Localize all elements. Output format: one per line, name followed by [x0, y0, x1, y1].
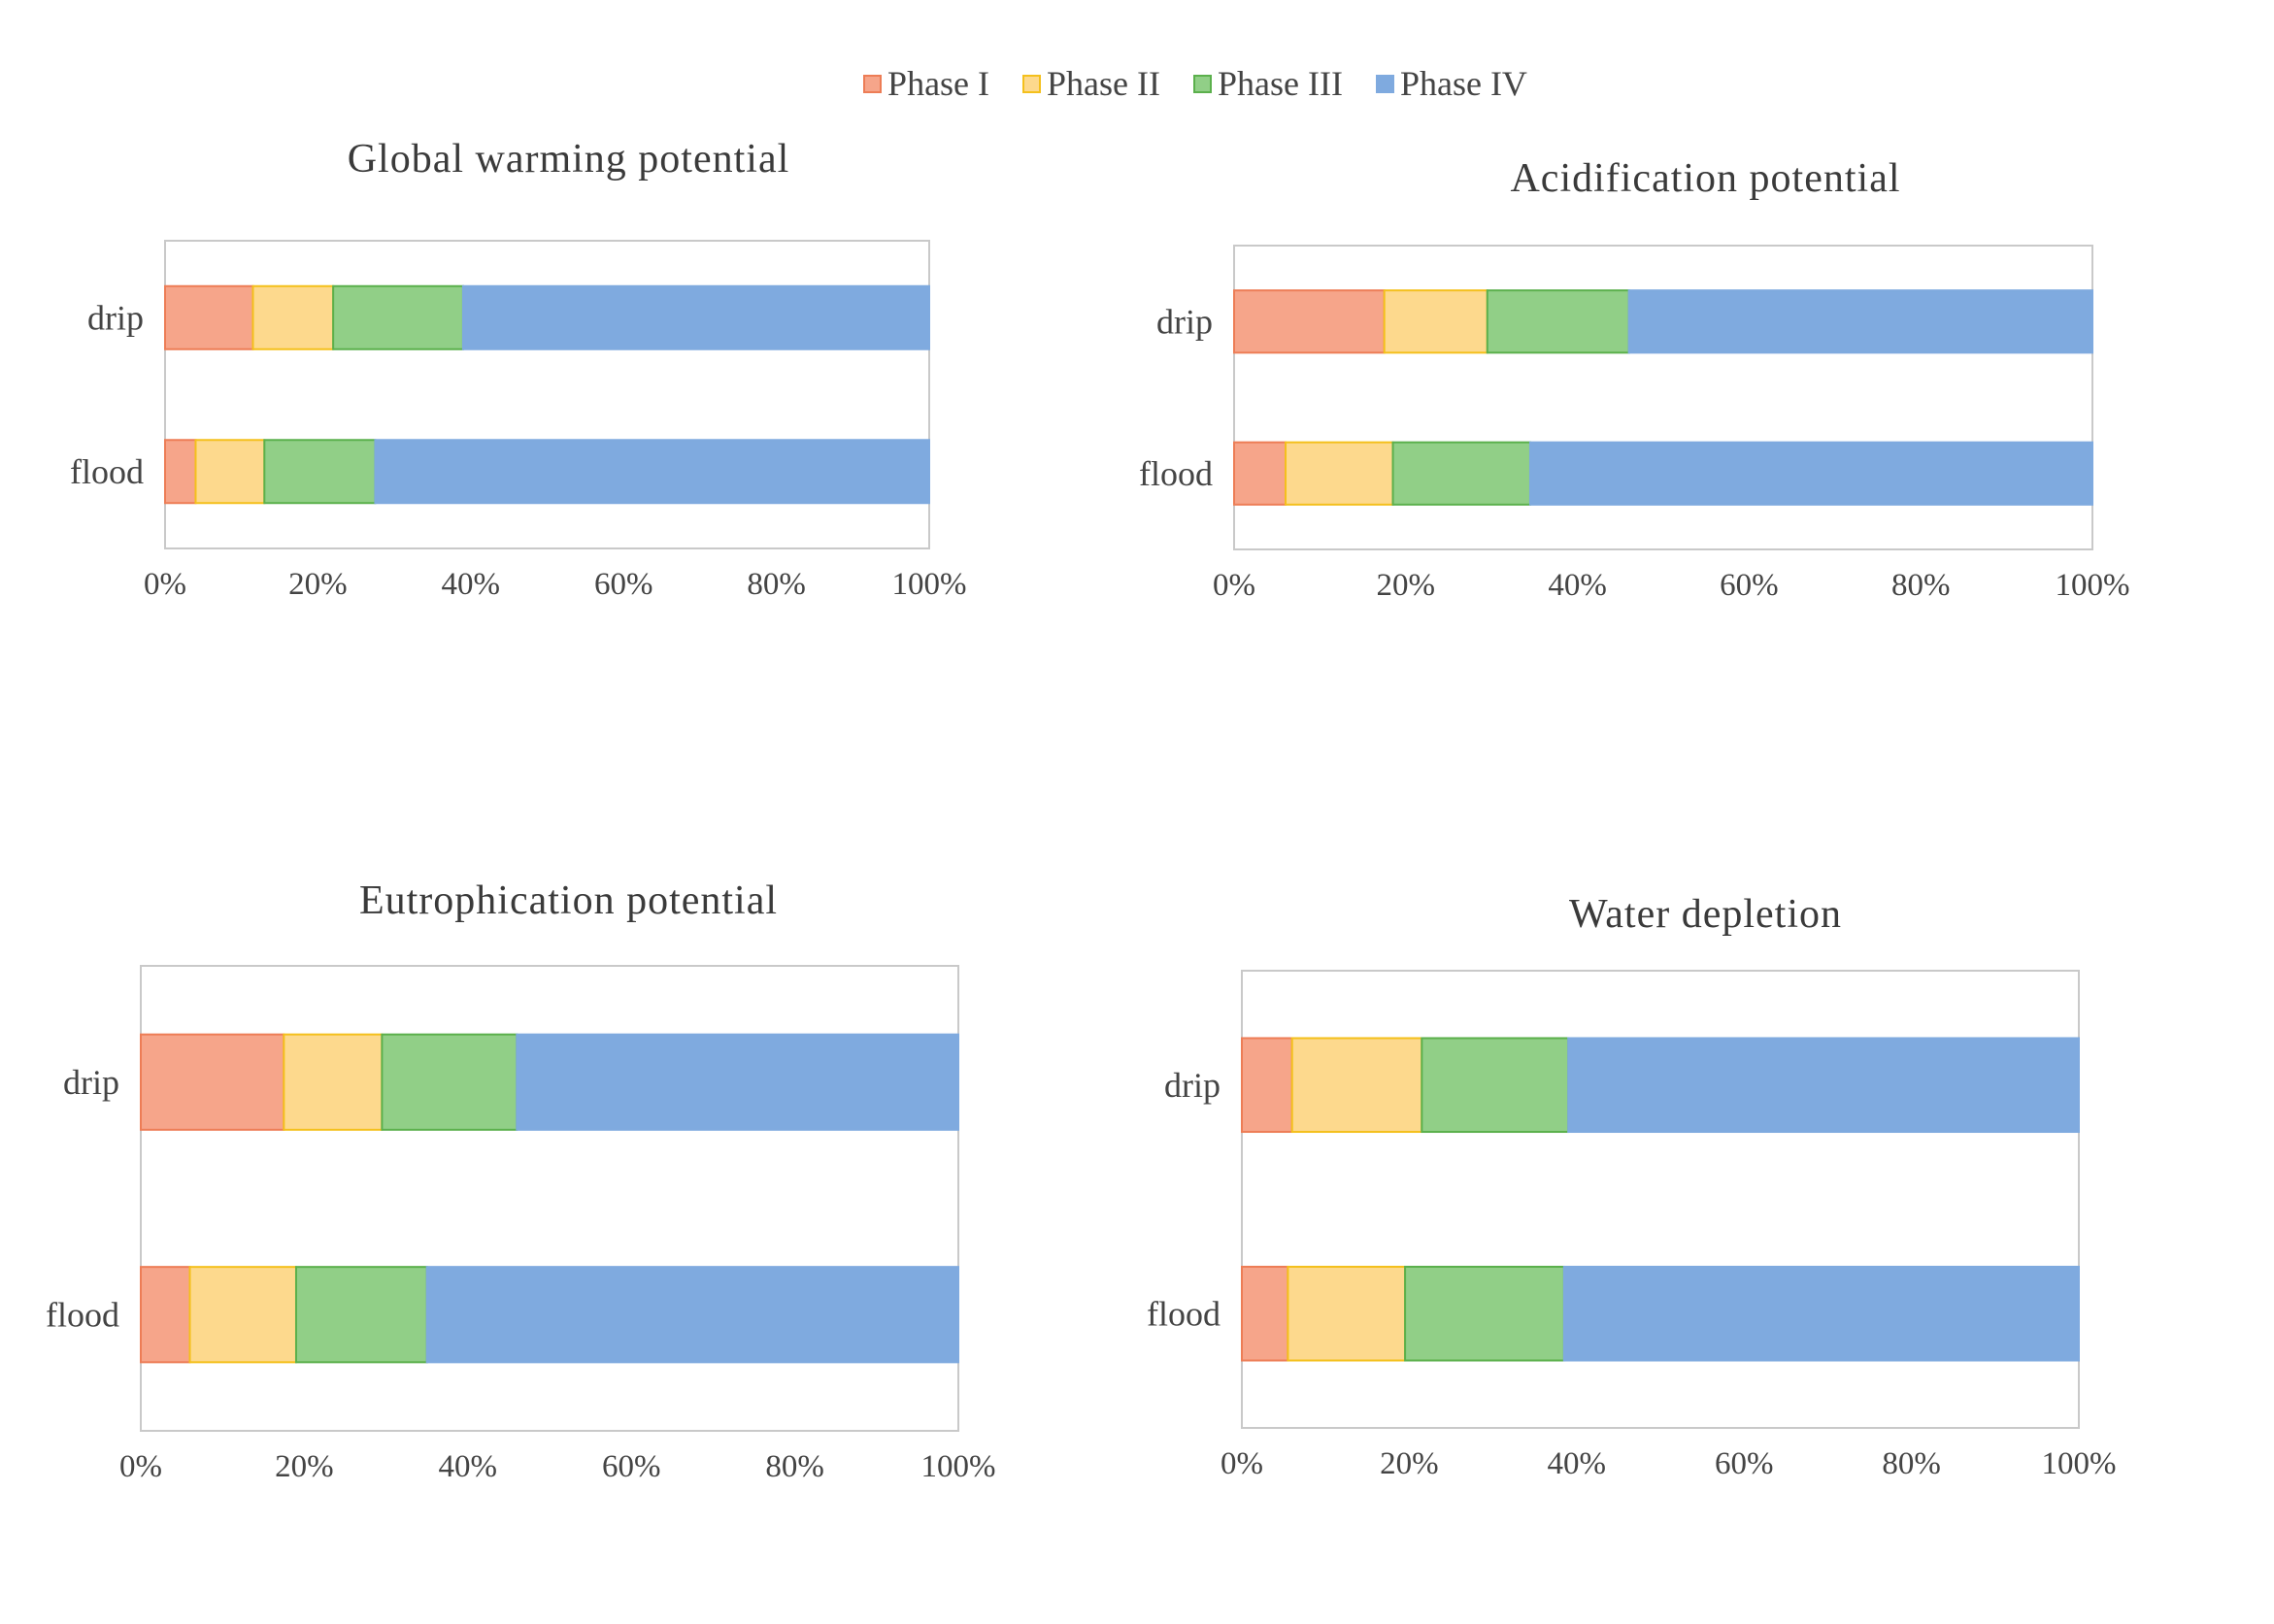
x-tick-label: 20%	[1380, 1446, 1439, 1481]
y-tick-label-flood: flood	[70, 452, 144, 491]
bar-drip-phase-iii[interactable]	[332, 284, 464, 350]
bar-flood-phase-ii[interactable]	[194, 439, 266, 505]
chart-panel-global-warming: Global warming potential drip flood 0% 20% 4…	[0, 0, 1137, 874]
legend-label-phase-2: Phase II	[1047, 64, 1160, 103]
chart-plot-water-depletion: drip flood 0% 20% 40% 60% 80% 100%	[1147, 970, 2117, 1481]
legend: Phase I Phase II Phase III Phase IV	[0, 56, 2274, 111]
bar-drip-phase-iv[interactable]	[1627, 289, 2093, 354]
bar-drip-phase-ii[interactable]	[283, 1033, 384, 1131]
bar-flood-phase-iv[interactable]	[1528, 441, 2094, 506]
x-tick-label: 80%	[747, 567, 806, 602]
x-tick-label: 80%	[765, 1449, 824, 1484]
legend-swatch-phase-1	[863, 74, 883, 93]
y-tick-label-drip: drip	[1156, 302, 1213, 341]
legend-label-phase-4: Phase IV	[1399, 64, 1527, 103]
y-tick-label-drip: drip	[63, 1063, 119, 1102]
chart-plot-global-warming: drip flood 0% 20% 40% 60% 80% 100%	[70, 240, 967, 602]
bar-drip-phase-i[interactable]	[1241, 1037, 1293, 1134]
bar-flood-phase-i[interactable]	[1241, 1265, 1289, 1362]
bar-drip-phase-iii[interactable]	[1421, 1037, 1570, 1134]
x-tick-label: 60%	[1720, 568, 1779, 603]
x-tick-label: 20%	[275, 1449, 334, 1484]
legend-swatch-phase-4	[1375, 74, 1394, 93]
legend-label-phase-3: Phase III	[1218, 64, 1343, 103]
legend-label-phase-1: Phase I	[887, 64, 990, 103]
bar-flood-phase-iii[interactable]	[1391, 441, 1531, 506]
x-tick-label: 20%	[288, 567, 348, 602]
bar-flood-phase-iii[interactable]	[294, 1266, 428, 1364]
x-tick-label: 0%	[144, 567, 186, 602]
bar-flood-phase-iii[interactable]	[263, 439, 377, 505]
x-tick-label: 0%	[1213, 568, 1255, 603]
y-tick-label-drip: drip	[87, 298, 144, 337]
x-tick-label: 100%	[2042, 1446, 2117, 1481]
bar-flood-phase-i[interactable]	[1233, 441, 1287, 506]
chart-title: Global warming potential	[347, 137, 790, 182]
chart-plot-eutrophication: drip flood 0% 20% 40% 60% 80% 100%	[46, 965, 996, 1484]
bar-drip-phase-iv[interactable]	[1567, 1037, 2080, 1134]
bar-flood-phase-iv[interactable]	[425, 1266, 959, 1364]
bar-drip-phase-i[interactable]	[1233, 289, 1386, 354]
chart-title: Eutrophication potential	[358, 878, 779, 923]
x-tick-label: 40%	[1548, 568, 1607, 603]
bar-flood-phase-i[interactable]	[140, 1266, 191, 1364]
y-tick-label-drip: drip	[1164, 1066, 1221, 1105]
bar-drip-phase-iii[interactable]	[381, 1033, 518, 1131]
x-tick-label: 100%	[2056, 568, 2130, 603]
chart-title: Water depletion	[1568, 892, 1842, 937]
y-tick-label-flood: flood	[1147, 1294, 1221, 1333]
chart-panel-eutrophication: Eutrophication potential drip flood 0% 20% 4…	[0, 874, 1137, 1624]
x-tick-label: 40%	[439, 1449, 498, 1484]
x-tick-label: 80%	[1882, 1446, 1941, 1481]
x-tick-label: 80%	[1891, 568, 1951, 603]
bar-drip-phase-iii[interactable]	[1486, 289, 1630, 354]
x-tick-label: 60%	[594, 567, 653, 602]
x-tick-label: 100%	[892, 567, 967, 602]
x-tick-label: 0%	[119, 1449, 162, 1484]
bar-flood-phase-iv[interactable]	[1562, 1265, 2080, 1362]
x-tick-label: 100%	[921, 1449, 996, 1484]
x-tick-label: 20%	[1377, 568, 1436, 603]
chart-panel-acidification: Acidification potential drip flood 0% 20% 40…	[1137, 0, 2274, 874]
legend-swatch-phase-3	[1193, 74, 1212, 93]
bar-drip-phase-ii[interactable]	[1383, 289, 1488, 354]
y-tick-label-flood: flood	[1139, 454, 1213, 493]
bar-drip-phase-i[interactable]	[140, 1033, 285, 1131]
bar-drip-phase-i[interactable]	[164, 284, 254, 350]
bar-drip-phase-ii[interactable]	[1290, 1037, 1423, 1134]
bar-flood-phase-iii[interactable]	[1404, 1265, 1565, 1362]
bar-flood-phase-ii[interactable]	[188, 1266, 297, 1364]
x-tick-label: 0%	[1221, 1446, 1263, 1481]
x-tick-label: 60%	[1715, 1446, 1774, 1481]
legend-item-phase-4[interactable]: Phase IV	[1375, 63, 1527, 104]
legend-item-phase-1[interactable]: Phase I	[863, 63, 989, 104]
chart-panel-water-depletion: Water depletion drip flood 0% 20% 40% 60% 80% 1…	[1137, 874, 2274, 1624]
bar-flood-phase-ii[interactable]	[1287, 1265, 1407, 1362]
bar-flood-phase-ii[interactable]	[1285, 441, 1394, 506]
legend-swatch-phase-2	[1022, 74, 1042, 93]
bar-flood-phase-i[interactable]	[164, 439, 197, 505]
legend-item-phase-2[interactable]: Phase II	[1022, 63, 1160, 104]
bar-drip-phase-iv[interactable]	[516, 1033, 959, 1131]
chart-title: Acidification potential	[1510, 156, 1901, 201]
x-tick-label: 40%	[442, 567, 501, 602]
y-tick-label-flood: flood	[46, 1295, 119, 1334]
bar-flood-phase-iv[interactable]	[374, 439, 930, 505]
bar-drip-phase-ii[interactable]	[251, 284, 335, 350]
bar-drip-phase-iv[interactable]	[461, 284, 930, 350]
legend-item-phase-3[interactable]: Phase III	[1193, 63, 1343, 104]
x-tick-label: 40%	[1548, 1446, 1607, 1481]
x-tick-label: 60%	[602, 1449, 661, 1484]
chart-plot-acidification: drip flood 0% 20% 40% 60% 80% 100%	[1139, 245, 2130, 603]
